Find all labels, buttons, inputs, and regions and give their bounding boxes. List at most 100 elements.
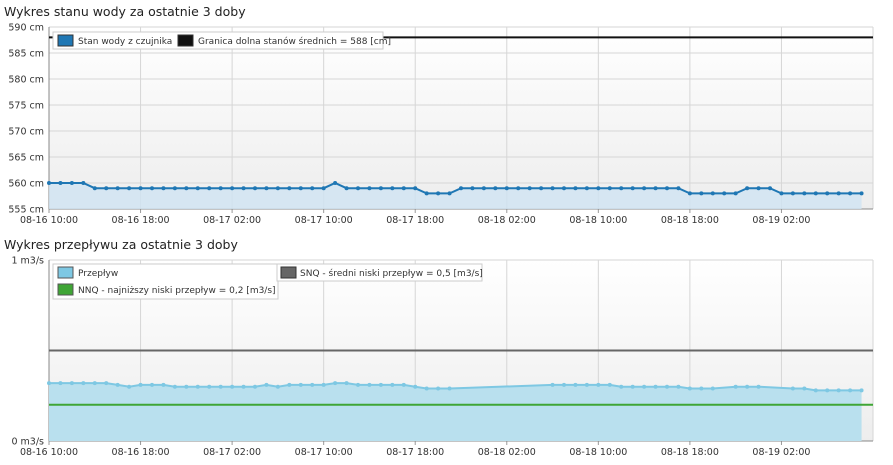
data-point	[253, 186, 257, 191]
data-point	[607, 382, 612, 387]
data-point	[573, 382, 578, 387]
data-point	[241, 186, 246, 191]
data-point	[470, 186, 475, 191]
data-point	[562, 382, 566, 387]
data-point	[275, 384, 280, 389]
data-point	[275, 186, 280, 191]
x-tick-label: 08-17 02:00	[203, 215, 261, 226]
data-point	[253, 384, 257, 389]
data-point	[653, 384, 658, 389]
data-point	[81, 181, 86, 185]
data-point	[836, 388, 841, 393]
x-tick-label: 08-17 18:00	[386, 215, 444, 226]
data-point	[287, 186, 292, 191]
x-tick-label: 08-18 10:00	[569, 447, 627, 458]
data-point	[584, 382, 589, 387]
x-tick-label: 08-19 02:00	[752, 215, 810, 226]
data-point	[321, 186, 326, 191]
data-point	[104, 381, 109, 386]
data-point	[287, 382, 292, 387]
data-point	[161, 382, 166, 387]
x-tick-label: 08-16 10:00	[20, 215, 78, 226]
data-point	[447, 386, 452, 391]
y-tick-label: 585 cm	[8, 49, 44, 60]
data-point	[413, 186, 418, 191]
data-point	[390, 186, 395, 191]
legend-label: Przepływ	[78, 269, 118, 279]
data-point	[172, 186, 177, 191]
y-tick-label: 590 cm	[8, 23, 44, 34]
data-point	[825, 191, 830, 196]
data-point	[218, 384, 223, 389]
data-point	[859, 388, 864, 393]
data-point	[745, 384, 750, 389]
legend-box	[52, 31, 384, 50]
data-point	[138, 186, 143, 191]
data-point	[642, 384, 647, 389]
legend-box	[52, 263, 279, 300]
legend-swatch	[57, 283, 74, 296]
data-point	[459, 186, 463, 191]
data-point	[264, 186, 269, 191]
data-point	[150, 186, 154, 191]
data-point	[127, 384, 132, 389]
data-point	[207, 384, 212, 389]
data-point	[745, 186, 750, 191]
data-point	[562, 186, 566, 191]
data-point	[321, 382, 326, 387]
data-point	[481, 186, 486, 191]
data-point	[722, 191, 727, 196]
series-area	[49, 383, 862, 441]
data-point	[550, 382, 555, 387]
flow-chart: 08-16 10:00 08-16 18:00 08-17 02:00 08-17 1…	[11, 256, 874, 458]
data-point	[756, 186, 761, 191]
data-point	[527, 186, 532, 191]
data-point	[298, 186, 303, 191]
data-point	[813, 191, 818, 196]
legend-label: NNQ - najniższy niski przepływ = 0,2 [m3…	[78, 286, 276, 296]
data-point	[756, 384, 761, 389]
data-point	[710, 191, 715, 196]
y-tick-label: 575 cm	[8, 101, 44, 112]
data-point	[436, 386, 441, 391]
data-point	[802, 386, 807, 391]
x-tick-label: 08-18 02:00	[478, 447, 536, 458]
x-tick-label: 08-18 18:00	[661, 447, 719, 458]
data-point	[779, 191, 784, 196]
y-tick-label: 570 cm	[8, 127, 44, 138]
data-point	[596, 382, 601, 387]
data-point	[195, 384, 200, 389]
data-point	[413, 384, 418, 389]
data-point	[813, 388, 818, 393]
chart-title-flow: Wykres przepływu za ostatnie 3 doby	[4, 237, 238, 252]
data-point	[653, 186, 658, 191]
data-point	[665, 384, 669, 389]
data-point	[584, 186, 589, 191]
data-point	[516, 186, 521, 191]
data-point	[768, 186, 772, 191]
data-point	[390, 382, 395, 387]
data-point	[493, 186, 498, 191]
data-point	[127, 186, 132, 191]
data-point	[298, 382, 303, 387]
legend-label: SNQ - średni niski przepływ = 0,5 [m3/s]	[300, 268, 483, 279]
series-area	[49, 183, 862, 209]
x-tick-label: 08-18 10:00	[569, 215, 627, 226]
x-tick-label: 08-18 18:00	[661, 215, 719, 226]
data-point	[733, 191, 738, 196]
data-point	[92, 186, 97, 191]
data-point	[504, 186, 509, 191]
data-point	[630, 384, 635, 389]
data-point	[676, 384, 681, 389]
data-point	[356, 186, 360, 191]
data-point	[230, 384, 235, 389]
legend-swatch	[177, 34, 194, 47]
data-point	[333, 381, 338, 386]
legend-label: Granica dolna stanów średnich = 588 [cm]	[198, 36, 391, 47]
data-point	[333, 181, 338, 185]
data-point	[790, 386, 795, 391]
data-point	[207, 186, 212, 191]
data-point	[344, 186, 349, 191]
data-point	[859, 191, 864, 196]
